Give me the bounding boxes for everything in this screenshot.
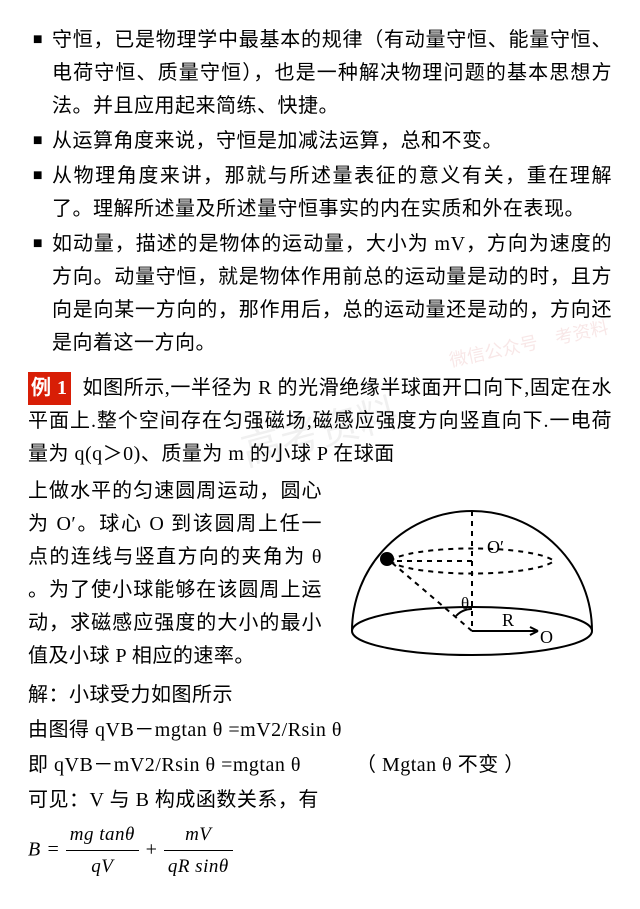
solution-eq: 即 qVB－mV2/Rsin θ =mgtan θ	[28, 754, 301, 776]
solution-formula: B = mg tanθ qV + mV qR sinθ	[28, 819, 612, 883]
frac-num: mV	[164, 819, 233, 851]
solution-line-3: 即 qVB－mV2/Rsin θ =mgtan θ （ Mgtan θ 不变 ）	[28, 749, 612, 782]
svg-text:R: R	[502, 610, 514, 630]
formula-frac-2: mV qR sinθ	[164, 819, 233, 883]
label-o-prime: O′	[487, 537, 504, 557]
frac-num: mg tanθ	[66, 819, 139, 851]
bullet-item: 从运算角度来说，守恒是加减法运算，总和不变。	[52, 125, 612, 158]
example-badge: 例 1	[28, 372, 71, 405]
bullet-item: 如动量，描述的是物体的运动量，大小为 mV，方向为速度的方向。动量守恒，就是物体…	[52, 228, 612, 360]
frac-den: qV	[66, 851, 139, 882]
solution-line-1: 解：小球受力如图所示	[28, 679, 612, 712]
formula-frac-1: mg tanθ qV	[66, 819, 139, 883]
bullet-list: 守恒，已是物理学中最基本的规律（有动量守恒、能量守恒、电荷守恒、质量守恒），也是…	[28, 24, 612, 360]
problem-text-full: 如图所示,一半径为 R 的光滑绝缘半球面开口向下,固定在水平面上.整个空间存在匀…	[28, 377, 612, 465]
solution-line-2: 由图得 qVB－mgtan θ =mV2/Rsin θ	[28, 714, 612, 747]
svg-text:O: O	[540, 627, 553, 647]
bullet-item: 从物理角度来讲，那就与所述量表征的意义有关，重在理解了。理解所述量及所述量守恒事…	[52, 160, 612, 226]
solution-note: （ Mgtan θ 不变 ）	[356, 754, 525, 776]
hemisphere-figure: O′ R θ O	[332, 481, 612, 672]
formula-lhs: B =	[28, 838, 60, 860]
solution-block: 解：小球受力如图所示 由图得 qVB－mgtan θ =mV2/Rsin θ 即…	[28, 679, 612, 883]
frac-den: qR sinθ	[164, 851, 233, 882]
svg-text:θ: θ	[461, 594, 469, 613]
example-problem: 例 1如图所示,一半径为 R 的光滑绝缘半球面开口向下,固定在水平面上.整个空间…	[28, 372, 612, 471]
solution-line-4: 可见：V 与 B 构成函数关系，有	[28, 784, 612, 817]
bullet-item: 守恒，已是物理学中最基本的规律（有动量守恒、能量守恒、电荷守恒、质量守恒），也是…	[52, 24, 612, 123]
formula-plus: +	[144, 838, 158, 860]
